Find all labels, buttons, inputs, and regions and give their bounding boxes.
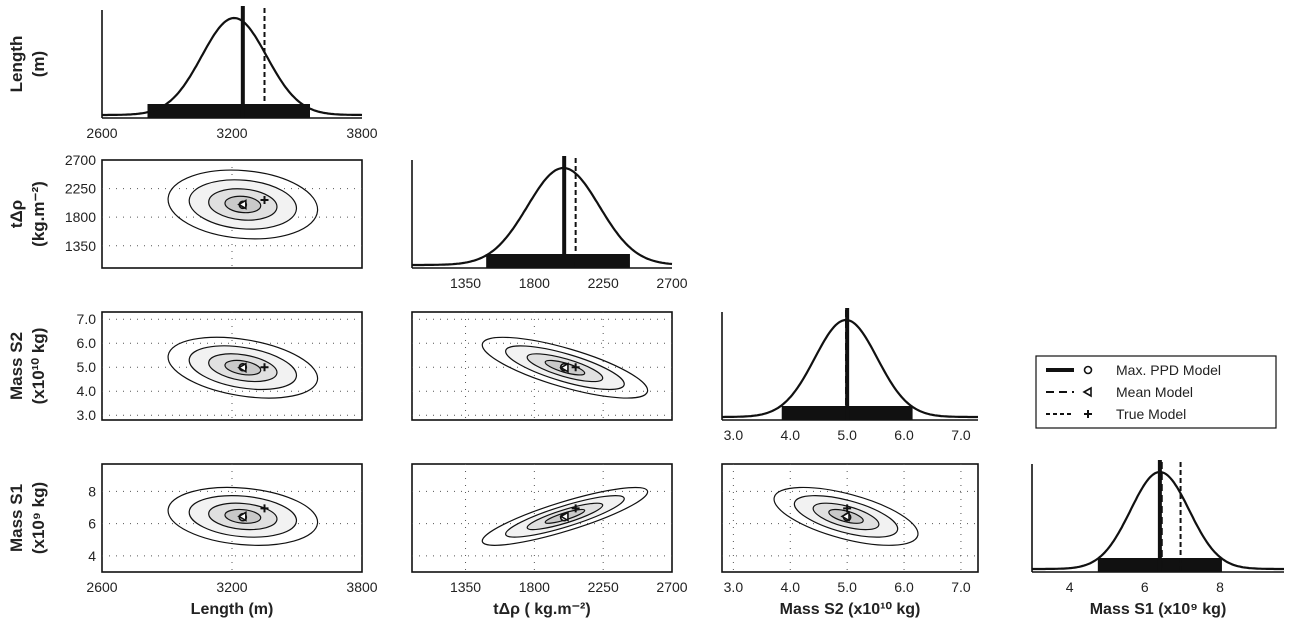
true-model-marker-3 <box>260 504 269 513</box>
true-model-marker-1 <box>260 363 269 372</box>
y-axis-label-mass_s1-line1: Mass S1 <box>7 484 26 552</box>
y-axis-label-tdrho-line1: tΔρ <box>7 200 26 228</box>
contour-level-1-tdrho-mass_s2 <box>481 336 649 399</box>
true-model-marker-2 <box>571 363 580 372</box>
x-tick-label-bottom-tdrho-2: 2250 <box>588 579 619 595</box>
y-tick-label-tdrho-1: 2250 <box>65 181 96 197</box>
true-model-marker-5 <box>843 504 852 513</box>
legend-label-2: True Model <box>1116 406 1186 422</box>
x-axis-label-mass_s1: Mass S1 (x10⁹ kg) <box>1090 601 1227 618</box>
x-tick-label-tdrho-2: 2250 <box>588 275 619 291</box>
y-tick-label-mass_s2-4: 3.0 <box>77 407 97 423</box>
marginal-posterior-curve-mass_s2 <box>722 318 978 419</box>
legend-label-1: Mean Model <box>1116 384 1193 400</box>
mean-model-marker-5 <box>840 511 850 522</box>
credible-interval-bar-length <box>147 104 310 118</box>
mean-model-marker-2 <box>559 362 569 374</box>
legend-marker-triangle <box>1082 386 1092 398</box>
y-axis-label-mass_s2-line1: Mass S2 <box>7 332 26 400</box>
true-model-marker-0 <box>260 196 269 205</box>
x-tick-label-tdrho-3: 2700 <box>656 275 687 291</box>
x-tick-label-mass_s2-3: 6.0 <box>894 427 914 443</box>
x-tick-label-mass_s2-1: 4.0 <box>781 427 801 443</box>
x-tick-label-bottom-length-1: 3200 <box>216 579 247 595</box>
x-tick-label-length-0: 2600 <box>86 125 117 141</box>
y-tick-label-tdrho-0: 2700 <box>65 152 96 168</box>
x-tick-label-bottom-length-2: 3800 <box>346 579 377 595</box>
mean-model-marker-0 <box>237 199 247 210</box>
y-axis-label-length-line1: Length <box>7 36 26 93</box>
contour-level-1-mass_s2-mass_s1 <box>773 486 919 546</box>
x-tick-label-bottom-tdrho-3: 2700 <box>656 579 687 595</box>
marginal-posterior-curve-length <box>102 16 363 117</box>
x-tick-label-bottom-tdrho-0: 1350 <box>450 579 481 595</box>
x-tick-label-tdrho-0: 1350 <box>450 275 481 291</box>
y-tick-label-mass_s2-3: 4.0 <box>77 383 97 399</box>
contour-level-1-length-mass_s2 <box>167 336 319 399</box>
contour-level-1-length-tdrho <box>167 169 319 240</box>
x-axis-label-length: Length (m) <box>191 601 274 618</box>
y-tick-label-mass_s2-0: 7.0 <box>77 311 97 327</box>
marginal-posterior-curve-tdrho <box>412 166 673 267</box>
legend-box <box>1035 355 1277 429</box>
x-tick-label-bottom-mass_s2-1: 4.0 <box>781 579 801 595</box>
x-tick-label-mass_s2-0: 3.0 <box>724 427 744 443</box>
x-tick-label-mass_s2-4: 7.0 <box>951 427 971 443</box>
x-tick-label-mass_s2-2: 5.0 <box>837 427 857 443</box>
x-axis-label-mass_s2: Mass S2 (x10¹⁰ kg) <box>780 601 921 618</box>
x-tick-label-mass_s1-1: 6 <box>1141 579 1149 595</box>
y-tick-label-mass_s2-2: 5.0 <box>77 359 97 375</box>
legend-marker-circle <box>1083 365 1093 375</box>
credible-interval-bar-tdrho <box>486 254 630 268</box>
x-tick-label-bottom-mass_s2-2: 5.0 <box>837 579 857 595</box>
x-tick-label-bottom-mass_s2-3: 6.0 <box>894 579 914 595</box>
mean-model-marker-3 <box>237 511 247 522</box>
y-tick-label-tdrho-2: 1800 <box>65 209 96 225</box>
contour-level-1-length-mass_s1 <box>167 486 319 546</box>
x-tick-label-length-2: 3800 <box>346 125 377 141</box>
y-axis-label-mass_s1-line2: (x10⁹ kg) <box>29 482 48 554</box>
x-tick-label-bottom-tdrho-1: 1800 <box>519 579 550 595</box>
y-tick-label-mass_s1-1: 6 <box>88 516 96 532</box>
x-tick-label-bottom-length-0: 2600 <box>86 579 117 595</box>
y-tick-label-mass_s2-1: 6.0 <box>77 335 97 351</box>
y-axis-label-length-line2: (m) <box>29 51 48 77</box>
x-axis-label-tdrho: tΔρ ( kg.m⁻²) <box>493 601 590 618</box>
x-tick-label-bottom-mass_s2-0: 3.0 <box>724 579 744 595</box>
mean-model-marker-1 <box>237 362 247 374</box>
true-model-marker-4 <box>571 504 580 513</box>
y-axis-label-mass_s2-line2: (x10¹⁰ kg) <box>29 328 48 405</box>
y-tick-label-mass_s1-2: 4 <box>88 548 96 564</box>
legend-label-0: Max. PPD Model <box>1116 362 1221 378</box>
y-tick-label-tdrho-3: 1350 <box>65 238 96 254</box>
x-tick-label-bottom-mass_s2-4: 7.0 <box>951 579 971 595</box>
y-axis-label-tdrho-line2: (kg.m⁻²) <box>29 181 48 247</box>
plot-layer <box>101 6 1284 573</box>
y-tick-label-mass_s1-0: 8 <box>88 483 96 499</box>
legend-marker-plus <box>1084 410 1092 418</box>
x-tick-label-length-1: 3200 <box>216 125 247 141</box>
contour-level-1-tdrho-mass_s1 <box>481 486 649 546</box>
x-tick-label-mass_s1-2: 8 <box>1216 579 1224 595</box>
mean-model-marker-4 <box>559 511 569 522</box>
text-layer: 2600 3200 3800 1350 1800 2250 2700 3.0 4.0 5.0 6.0… <box>7 36 1226 618</box>
x-tick-label-mass_s1-0: 4 <box>1066 579 1074 595</box>
x-tick-label-tdrho-1: 1800 <box>519 275 550 291</box>
